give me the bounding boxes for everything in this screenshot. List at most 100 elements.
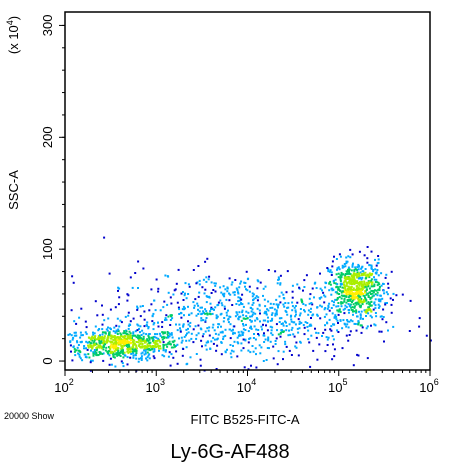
event-dot bbox=[337, 302, 340, 304]
event-dot bbox=[173, 343, 176, 346]
event-dot bbox=[367, 296, 370, 298]
event-dot bbox=[347, 266, 350, 269]
event-dot bbox=[348, 272, 351, 275]
event-dot bbox=[333, 282, 336, 285]
event-dot bbox=[180, 341, 183, 344]
event-dot bbox=[107, 352, 109, 354]
event-dot bbox=[349, 273, 352, 276]
event-dot bbox=[138, 357, 141, 360]
event-dot bbox=[136, 329, 139, 332]
event-dot bbox=[353, 322, 356, 325]
event-dot bbox=[142, 335, 145, 338]
event-dot bbox=[162, 306, 165, 309]
event-dot bbox=[271, 312, 274, 315]
event-dot bbox=[331, 335, 334, 338]
event-dot bbox=[95, 354, 98, 357]
event-dot bbox=[259, 281, 262, 284]
event-dot bbox=[286, 270, 289, 273]
event-dot bbox=[87, 353, 90, 356]
event-dot bbox=[189, 321, 192, 324]
event-dot bbox=[249, 315, 252, 318]
event-dot bbox=[167, 291, 170, 294]
event-dot bbox=[337, 286, 340, 289]
event-dot bbox=[141, 346, 144, 349]
event-dot bbox=[227, 318, 230, 321]
event-dot bbox=[164, 350, 167, 353]
event-dot bbox=[282, 303, 285, 306]
event-dot bbox=[193, 306, 196, 309]
event-dot bbox=[208, 334, 211, 337]
event-dot bbox=[352, 287, 355, 290]
event-dot bbox=[127, 349, 130, 352]
event-dot bbox=[349, 287, 352, 289]
event-dot bbox=[73, 320, 76, 323]
event-dot bbox=[367, 285, 370, 288]
event-dot bbox=[149, 345, 152, 348]
event-dot bbox=[386, 293, 389, 296]
event-dot bbox=[335, 315, 338, 318]
event-dot bbox=[277, 350, 280, 353]
event-dot bbox=[228, 292, 230, 295]
event-dot bbox=[328, 289, 331, 292]
event-dot bbox=[115, 329, 118, 332]
event-dot bbox=[119, 332, 122, 335]
event-dot bbox=[106, 329, 109, 332]
event-dot bbox=[239, 296, 242, 299]
event-dot bbox=[70, 309, 73, 312]
event-dot bbox=[381, 318, 384, 321]
event-dot bbox=[157, 337, 160, 340]
event-dot bbox=[254, 347, 257, 350]
event-dot bbox=[209, 310, 212, 313]
event-dot bbox=[357, 277, 360, 280]
event-dot bbox=[286, 306, 289, 309]
event-dot bbox=[212, 336, 215, 339]
event-dot bbox=[202, 311, 205, 314]
event-dot bbox=[249, 326, 252, 329]
event-dot bbox=[140, 357, 143, 360]
event-dot bbox=[139, 338, 142, 341]
event-dot bbox=[73, 347, 76, 350]
event-dot bbox=[376, 291, 379, 294]
event-dot bbox=[230, 349, 233, 352]
event-dot bbox=[176, 329, 179, 332]
event-dot bbox=[131, 350, 134, 353]
event-dot bbox=[169, 314, 172, 317]
event-dot bbox=[146, 359, 149, 362]
event-dot bbox=[350, 308, 353, 311]
event-dot bbox=[330, 293, 333, 296]
event-dot bbox=[97, 353, 100, 356]
event-dot bbox=[128, 335, 131, 338]
event-dot bbox=[340, 297, 343, 300]
event-dot bbox=[100, 340, 103, 343]
event-dot bbox=[293, 306, 296, 309]
event-dot bbox=[136, 308, 139, 311]
event-dot bbox=[294, 310, 297, 313]
event-dot bbox=[178, 337, 180, 340]
event-dot bbox=[177, 268, 180, 271]
event-dot bbox=[219, 299, 222, 302]
event-dot bbox=[283, 297, 286, 300]
event-dot bbox=[365, 284, 368, 287]
event-dot bbox=[194, 325, 197, 328]
event-dot bbox=[145, 323, 148, 326]
event-dot bbox=[179, 330, 182, 333]
event-dot bbox=[152, 312, 155, 315]
event-dot bbox=[243, 366, 246, 369]
event-dot bbox=[132, 354, 135, 357]
event-dot bbox=[347, 326, 350, 329]
event-dot bbox=[275, 309, 278, 312]
event-dot bbox=[251, 295, 254, 298]
event-dot bbox=[303, 333, 306, 336]
event-dot bbox=[401, 293, 404, 296]
event-dot bbox=[85, 340, 88, 343]
event-dot bbox=[376, 294, 379, 297]
event-dot bbox=[233, 291, 236, 294]
event-dot bbox=[101, 333, 104, 336]
event-dot bbox=[127, 340, 130, 343]
event-dot bbox=[291, 309, 294, 312]
event-dot bbox=[138, 344, 140, 347]
event-dot bbox=[353, 275, 356, 278]
event-dot bbox=[136, 307, 139, 310]
event-dot bbox=[202, 333, 205, 335]
event-dot bbox=[338, 293, 340, 295]
